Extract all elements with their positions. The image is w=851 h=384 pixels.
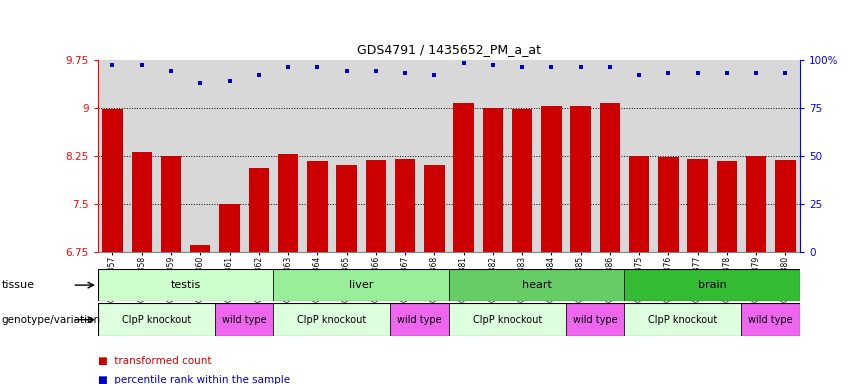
Point (223, 78, 237, 84)
Point (427, 72, 441, 78)
Title: GDS4791 / 1435652_PM_a_at: GDS4791 / 1435652_PM_a_at (357, 43, 541, 56)
Bar (277, 154, 298, 252)
Bar (424, 165, 444, 252)
Text: testis: testis (170, 280, 201, 290)
Bar (132, 152, 152, 252)
Bar (625, 303, 741, 336)
Point (749, 70, 762, 76)
Bar (161, 156, 181, 252)
Bar (449, 269, 625, 301)
Point (311, 64, 324, 70)
Bar (220, 204, 240, 252)
Text: wild type: wild type (748, 314, 793, 325)
Point (632, 72, 646, 78)
Bar (658, 157, 678, 252)
Bar (449, 303, 566, 336)
Bar (688, 159, 708, 252)
Text: liver: liver (349, 280, 374, 290)
Bar (570, 106, 591, 252)
Text: ClpP knockout: ClpP knockout (473, 314, 542, 325)
Bar (741, 303, 800, 336)
Point (398, 70, 412, 76)
Text: wild type: wild type (222, 314, 266, 325)
Point (164, 68, 178, 74)
Bar (307, 161, 328, 252)
Bar (391, 303, 449, 336)
Bar (336, 165, 357, 252)
Bar (395, 159, 415, 252)
Point (369, 68, 383, 74)
Point (252, 72, 266, 78)
Bar (454, 103, 474, 252)
Bar (248, 168, 269, 252)
Text: tissue: tissue (2, 280, 35, 290)
Bar (717, 161, 737, 252)
Text: ClpP knockout: ClpP knockout (648, 314, 717, 325)
Point (515, 64, 528, 70)
Text: wild type: wild type (397, 314, 442, 325)
Bar (98, 303, 214, 336)
Point (486, 62, 500, 68)
Bar (629, 156, 649, 252)
Point (457, 60, 471, 66)
Point (106, 62, 119, 68)
Point (281, 64, 294, 70)
Point (545, 64, 558, 70)
Bar (541, 106, 562, 252)
Point (574, 64, 587, 70)
Bar (775, 160, 796, 252)
Bar (511, 109, 532, 252)
Text: brain: brain (698, 280, 727, 290)
Point (720, 70, 734, 76)
Bar (600, 103, 620, 252)
Bar (102, 109, 123, 252)
Bar (98, 269, 273, 301)
Bar (625, 269, 800, 301)
Text: ■  percentile rank within the sample: ■ percentile rank within the sample (98, 375, 290, 384)
Text: ClpP knockout: ClpP knockout (297, 314, 367, 325)
Point (135, 62, 149, 68)
Bar (483, 108, 503, 252)
Bar (273, 269, 448, 301)
Point (661, 70, 675, 76)
Text: ■  transformed count: ■ transformed count (98, 356, 211, 366)
Bar (214, 303, 273, 336)
Text: genotype/variation: genotype/variation (2, 314, 100, 325)
Point (193, 79, 207, 86)
Bar (366, 160, 386, 252)
Text: heart: heart (522, 280, 551, 290)
Point (603, 64, 617, 70)
Text: wild type: wild type (573, 314, 618, 325)
Text: ClpP knockout: ClpP knockout (122, 314, 191, 325)
Bar (566, 303, 625, 336)
Point (340, 68, 353, 74)
Point (691, 70, 705, 76)
Bar (273, 303, 391, 336)
Point (779, 70, 792, 76)
Bar (745, 156, 766, 252)
Bar (190, 245, 210, 252)
